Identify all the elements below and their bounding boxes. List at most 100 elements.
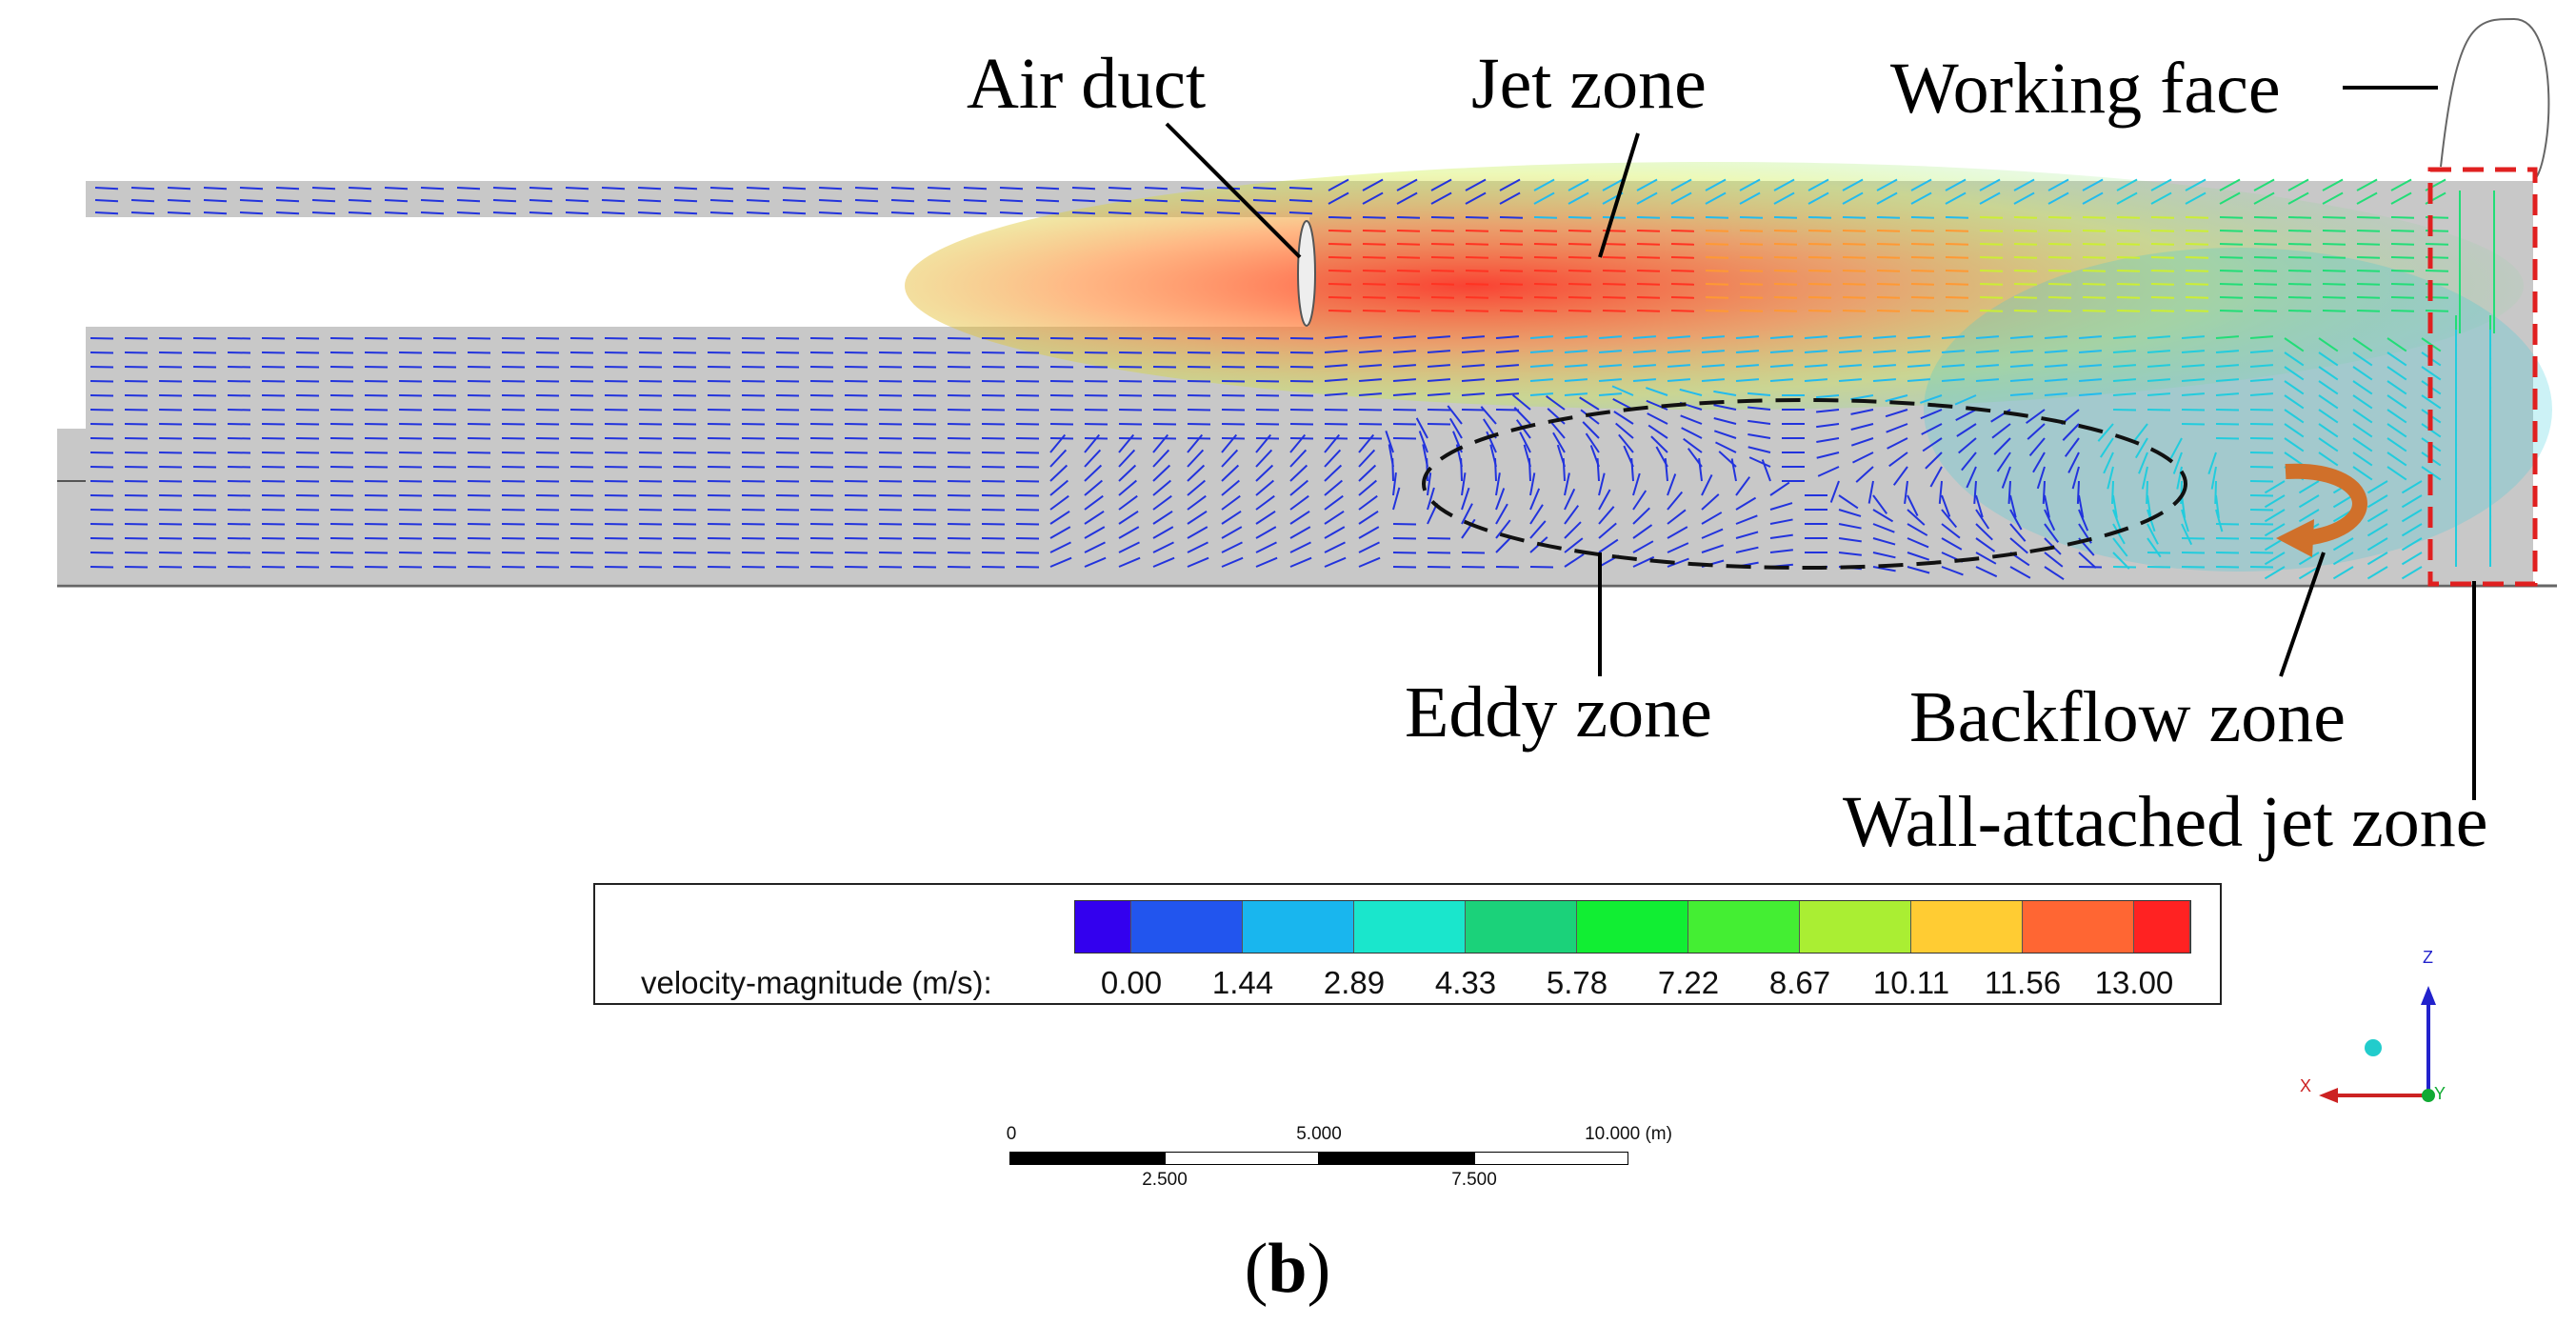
velocity-vector [2185, 243, 2209, 246]
velocity-vector [1876, 191, 1898, 205]
legend-tick-label: 11.56 [1984, 965, 2062, 1000]
velocity-vector [1118, 494, 1138, 511]
velocity-vector [94, 211, 119, 215]
velocity-vector [1289, 494, 1309, 511]
velocity-vector [1769, 335, 1794, 339]
color-legend: velocity-magnitude (m/s): 0.00 1.44 2.89 4.… [593, 883, 2222, 1005]
velocity-vector [2067, 452, 2080, 473]
velocity-vector [2352, 409, 2373, 424]
velocity-vector [1852, 452, 1874, 464]
legend-tick-label: 0.00 [1100, 965, 1163, 1000]
velocity-vector [348, 187, 372, 191]
velocity-vector [2352, 351, 2373, 367]
velocity-vector [1886, 423, 1908, 433]
velocity-vector [2284, 409, 2305, 424]
velocity-vector [2078, 350, 2103, 353]
velocity-vector [1817, 466, 1840, 477]
velocity-vector [2064, 437, 2080, 457]
velocity-vector [1804, 350, 1828, 353]
velocity-vector [2107, 466, 2114, 490]
velocity-vector [2044, 335, 2068, 339]
velocity-vector [1979, 283, 2004, 286]
velocity-vector [1804, 364, 1828, 368]
velocity-vector [1221, 449, 1239, 468]
velocity-vector [999, 199, 1024, 203]
velocity-vector [927, 199, 951, 203]
velocity-vector [1667, 378, 1691, 382]
velocity-vector [2147, 378, 2171, 382]
velocity-vector [1289, 464, 1308, 482]
velocity-vector [1632, 472, 1641, 496]
velocity-vector [1564, 537, 1584, 553]
velocity-vector [2287, 296, 2312, 299]
velocity-vector [2181, 378, 2206, 382]
velocity-vector [1049, 526, 1071, 539]
velocity-vector [1358, 335, 1383, 339]
velocity-vector [1701, 350, 1726, 353]
velocity-vector [1888, 452, 1908, 468]
working-face-arc [2440, 17, 2550, 182]
velocity-vector [1562, 457, 1566, 482]
velocity-vector [1118, 556, 1141, 568]
velocity-vector [1632, 540, 1654, 553]
velocity-vector [1872, 523, 1895, 533]
velocity-vector [1118, 511, 1139, 525]
velocity-vector [2185, 283, 2209, 286]
velocity-vector [1255, 511, 1276, 525]
legend-tick-label: 5.78 [1546, 965, 1608, 1000]
velocity-vector [782, 211, 807, 215]
velocity-vector [1975, 509, 1990, 530]
velocity-vector [1358, 449, 1376, 468]
velocity-vector [2366, 552, 2388, 566]
velocity-vector [2322, 283, 2346, 286]
velocity-vector [2284, 394, 2305, 410]
velocity-vector [1646, 387, 1668, 396]
velocity-vector [2318, 452, 2339, 467]
velocity-vector [1632, 378, 1657, 382]
velocity-vector [1838, 378, 1863, 382]
velocity-vector [2181, 494, 2187, 518]
velocity-vector [1876, 283, 1901, 286]
velocity-vector [275, 187, 300, 191]
velocity-vector [2047, 216, 2072, 219]
velocity-vector [1747, 433, 1771, 439]
velocity-vector [1910, 296, 1935, 299]
velocity-vector [1385, 430, 1394, 453]
velocity-vector [1713, 404, 1737, 411]
legend-colorbar [1074, 900, 2191, 954]
velocity-vector [2287, 283, 2312, 286]
velocity-vector [1427, 335, 1451, 339]
velocity-vector [275, 211, 300, 215]
velocity-vector [2181, 392, 2206, 396]
velocity-vector [1907, 509, 1926, 526]
velocity-vector [1636, 296, 1661, 299]
velocity-vector [1465, 243, 1489, 246]
velocity-vector [1533, 243, 1558, 246]
scale-segment [1165, 1152, 1319, 1165]
velocity-vector [1499, 283, 1524, 286]
legend-tick-label: 4.33 [1434, 965, 1497, 1000]
legend-swatch [1577, 901, 1688, 953]
velocity-vector [492, 211, 517, 215]
velocity-vector [1670, 178, 1692, 191]
velocity-vector [1941, 523, 1961, 539]
velocity-vector [2078, 335, 2103, 339]
velocity-vector [1187, 526, 1208, 539]
velocity-vector [854, 199, 879, 203]
velocity-vector [1636, 256, 1661, 259]
velocity-vector [601, 199, 626, 203]
velocity-vector [1975, 537, 1996, 552]
velocity-vector [1838, 552, 1862, 556]
velocity-vector [1465, 191, 1487, 205]
velocity-vector [1618, 433, 1634, 453]
velocity-vector [1187, 449, 1205, 468]
velocity-vector [1495, 472, 1501, 496]
velocity-vector [1152, 494, 1172, 511]
velocity-vector [1613, 411, 1634, 425]
velocity-vector [1495, 378, 1520, 382]
velocity-vector [1568, 256, 1592, 259]
velocity-vector [2215, 350, 2240, 353]
velocity-vector [1152, 464, 1171, 482]
velocity-vector [854, 187, 879, 191]
velocity-vector [1049, 494, 1069, 511]
